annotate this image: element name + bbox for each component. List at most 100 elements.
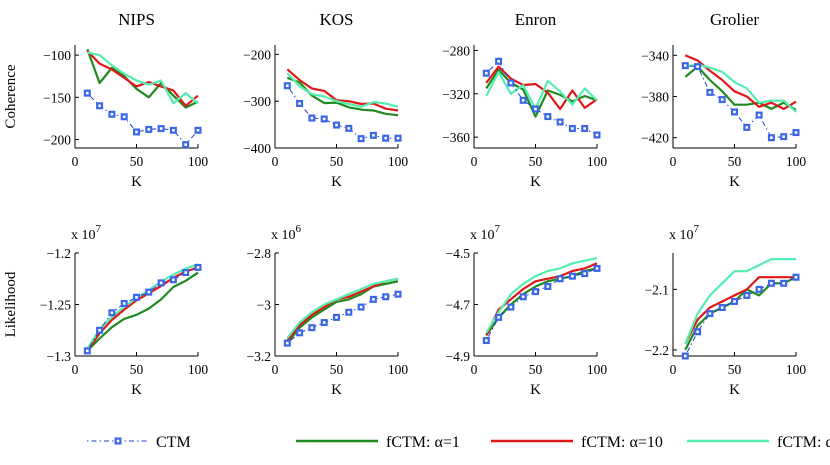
data-point-center: [745, 126, 749, 129]
multiplier-exponent: 7: [694, 223, 700, 235]
data-point-center: [396, 292, 400, 296]
series-line-fctm-100: [87, 51, 199, 105]
axis-multiplier: x 106: [271, 223, 302, 243]
panel-5: 0 50 100 −2.8 −3 −3.2 Kx 106: [247, 223, 409, 398]
series-line-ctm: [86, 92, 199, 146]
series-line-ctm: [286, 85, 398, 140]
data-point-center: [298, 102, 301, 105]
data-point-center: [172, 278, 175, 282]
y-tick-label: −340: [641, 48, 669, 63]
x-tick-label: 50: [330, 154, 344, 169]
data-point-center: [384, 295, 387, 299]
data-point-center: [745, 294, 749, 297]
series-line-fctm-100: [685, 63, 797, 113]
data-point-center: [583, 127, 586, 130]
data-point-center: [372, 134, 375, 137]
y-tick-label: −4.7: [446, 298, 471, 313]
x-tick-label: 100: [587, 362, 608, 377]
x-tick-label: 100: [786, 154, 807, 169]
y-tick-label: −200: [43, 133, 71, 148]
data-point-center: [485, 71, 488, 75]
data-point-center: [571, 127, 574, 130]
data-point-center: [372, 298, 375, 301]
x-axis-label: K: [530, 174, 541, 190]
legend-label: CTM: [156, 434, 191, 451]
x-tick-label: 0: [471, 154, 478, 169]
multiplier-base: x 10: [470, 228, 495, 243]
data-point-center: [347, 310, 351, 314]
series-line-fctm-100: [485, 70, 598, 111]
panel-title: Grolier: [710, 10, 759, 29]
data-point-center: [196, 128, 200, 132]
data-point-center: [571, 274, 574, 278]
axis-multiplier: x 107: [470, 223, 501, 243]
y-tick-label: −1.2: [47, 246, 72, 261]
panel-7: 0 50 100 −2.1 −2.2 Kx 107: [645, 223, 807, 398]
axis-multiplier: x 107: [669, 223, 700, 243]
x-tick-label: 0: [670, 362, 677, 377]
multiplier-base: x 10: [271, 228, 296, 243]
x-tick-label: 0: [471, 362, 478, 377]
y-axis-label: Coherence: [3, 64, 19, 128]
series-line-ctm: [684, 276, 797, 357]
data-point-center: [184, 143, 187, 146]
data-point-center: [708, 91, 712, 94]
y-tick-label: −100: [43, 48, 71, 63]
data-point-center: [122, 302, 126, 305]
y-tick-label: −3.2: [247, 349, 272, 364]
data-point-center: [497, 316, 500, 319]
y-tick-label: −400: [243, 141, 271, 156]
data-point-center: [733, 300, 736, 303]
x-tick-label: 50: [130, 362, 144, 377]
y-axis-label: Likelihood: [3, 271, 19, 337]
series-line-ctm: [86, 266, 199, 352]
data-point-center: [708, 312, 712, 315]
x-axis-label: K: [729, 174, 740, 190]
x-tick-label: 50: [130, 154, 144, 169]
panel-4: 0 50 100 −1.2 −1.25 −1.3 K Likelihood x 107: [3, 223, 208, 398]
data-point-center: [98, 328, 101, 332]
data-point-center: [534, 290, 537, 293]
data-point-center: [86, 349, 89, 353]
data-point-center: [534, 107, 537, 111]
data-point-center: [335, 316, 338, 319]
series-line-fctm-100: [485, 257, 598, 334]
x-tick-label: 100: [786, 362, 807, 377]
panel-1: 0 50 100 −200 −300 −400 K KOS: [243, 10, 408, 190]
series-line-fctm-100: [684, 258, 796, 345]
data-point-center: [322, 321, 326, 324]
legend-label: fCTM: α=1: [386, 434, 460, 451]
data-point-center: [347, 127, 351, 130]
data-point-center: [184, 271, 187, 274]
data-point-center: [396, 136, 400, 140]
x-axis-label: K: [131, 174, 142, 190]
y-tick-label: −2.1: [645, 282, 670, 297]
multiplier-exponent: 6: [296, 223, 302, 235]
data-point-center: [286, 84, 289, 88]
legend: CTM fCTM: α=1 fCTM: α=10 fCTM: α=100: [87, 434, 830, 451]
series-line-fctm-1: [684, 65, 797, 111]
y-tick-label: −2.2: [645, 343, 670, 358]
y-tick-label: −380: [641, 90, 669, 105]
legend-marker-center: [116, 439, 120, 443]
legend-item: fCTM: α=10: [491, 434, 663, 451]
data-point-center: [558, 277, 562, 281]
data-point-center: [172, 128, 175, 132]
y-tick-label: −1.3: [47, 349, 72, 364]
data-point-center: [147, 290, 151, 294]
series-line-fctm-1: [86, 271, 199, 352]
data-point-center: [98, 104, 101, 108]
data-point-center: [770, 281, 773, 285]
x-tick-label: 100: [388, 154, 409, 169]
data-point-center: [558, 120, 562, 124]
data-point-center: [720, 306, 724, 309]
data-point-center: [159, 127, 163, 130]
y-tick-label: −300: [243, 94, 271, 109]
legend-item: fCTM: α=1: [296, 434, 460, 451]
data-point-center: [546, 285, 550, 288]
data-point-center: [298, 331, 301, 335]
y-tick-label: −360: [442, 130, 470, 145]
x-tick-label: 50: [529, 154, 543, 169]
data-point-center: [757, 288, 761, 291]
